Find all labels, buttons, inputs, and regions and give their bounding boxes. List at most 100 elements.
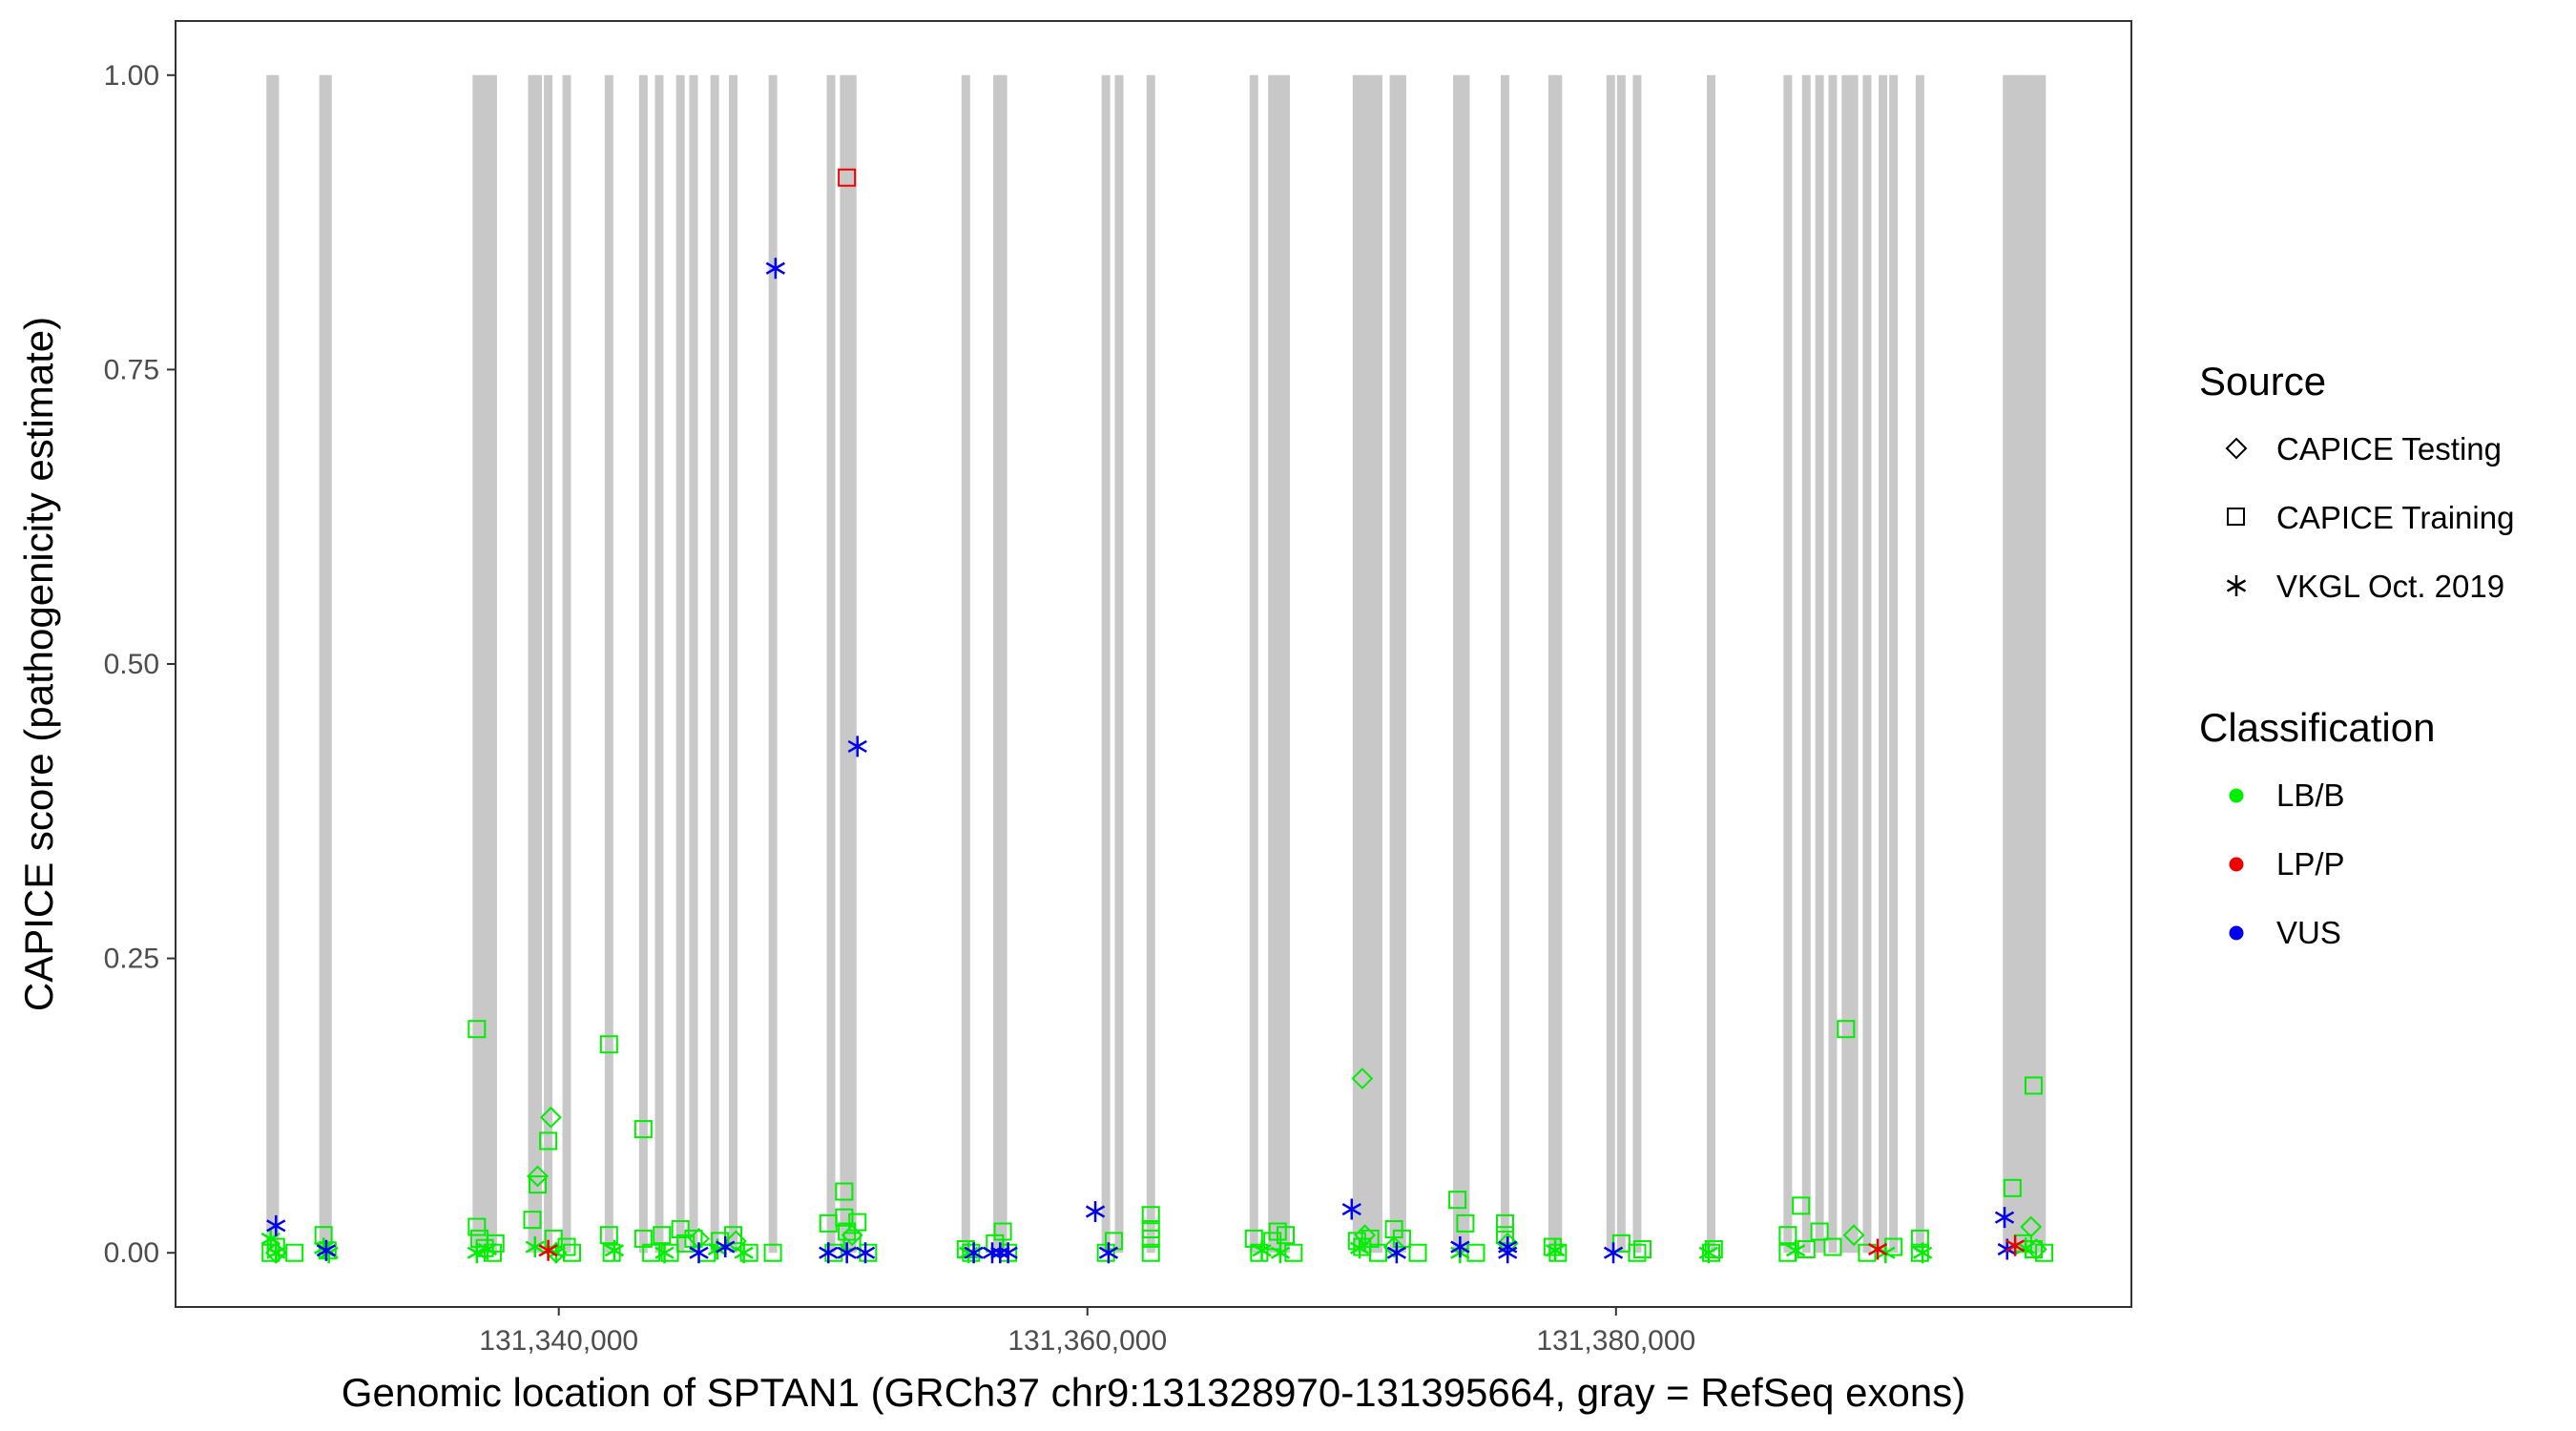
data-point-asterisk xyxy=(1698,1242,1718,1264)
data-point-asterisk xyxy=(689,1242,709,1264)
data-point-square xyxy=(1837,1020,1856,1039)
points-layer xyxy=(260,168,2054,1264)
data-point-asterisk xyxy=(765,258,785,280)
y-tick-label: 0.00 xyxy=(104,1237,159,1269)
data-point-square xyxy=(1778,1226,1797,1245)
y-axis: 0.00 0.25 0.50 0.75 1.00 xyxy=(104,60,176,1269)
data-point-square xyxy=(1408,1243,1427,1262)
data-point-square xyxy=(642,1243,661,1262)
legend-label-lbb: LB/B xyxy=(2276,778,2345,813)
data-point-square xyxy=(467,1217,487,1236)
data-point-asterisk xyxy=(1786,1239,1806,1261)
legend-key-square xyxy=(2227,508,2245,526)
y-tick-label: 0.75 xyxy=(104,354,159,385)
data-point-square xyxy=(1368,1243,1387,1262)
data-point-square xyxy=(824,1243,843,1262)
legend-source-title: Source xyxy=(2199,359,2326,404)
x-axis-title: Genomic location of SPTAN1 (GRCh37 chr9:… xyxy=(342,1370,1965,1415)
data-point-asterisk xyxy=(2016,1237,2036,1259)
data-point-asterisk xyxy=(734,1242,754,1264)
data-point-square xyxy=(523,1211,542,1230)
data-point-asterisk xyxy=(654,1242,675,1264)
data-point-square xyxy=(1633,1240,1652,1259)
data-point-asterisk xyxy=(819,1242,839,1264)
data-point-square xyxy=(1495,1226,1514,1245)
data-point-square xyxy=(563,1243,582,1262)
data-point-asterisk xyxy=(266,1214,286,1236)
data-point-square xyxy=(1466,1243,1485,1262)
data-point-diamond xyxy=(1351,1068,1374,1089)
legend-source: Source CAPICE Testing CAPICE Training VK… xyxy=(2199,359,2514,604)
data-point-asterisk xyxy=(1498,1242,1518,1264)
legend-classification-title: Classification xyxy=(2199,705,2435,750)
data-point-asterisk xyxy=(1085,1201,1106,1223)
data-point-square xyxy=(739,1243,758,1262)
data-point-square xyxy=(859,1243,878,1262)
data-point-square xyxy=(1495,1213,1514,1233)
data-point-square xyxy=(684,1229,703,1248)
data-point-square xyxy=(1141,1206,1160,1225)
data-point-asterisk xyxy=(716,1236,736,1258)
legend-key-asterisk xyxy=(2226,575,2247,596)
data-point-square xyxy=(539,1131,558,1151)
data-point-square xyxy=(653,1226,672,1245)
data-point-asterisk xyxy=(467,1242,487,1264)
data-point-asterisk xyxy=(998,1242,1018,1264)
data-point-asterisk xyxy=(990,1242,1010,1264)
legend-item-lpp: LP/P xyxy=(2229,846,2345,881)
data-point-square xyxy=(2035,1243,2054,1262)
data-point-square xyxy=(660,1243,679,1262)
data-point-asterisk xyxy=(1252,1239,1272,1261)
data-point-asterisk xyxy=(1270,1242,1291,1264)
legend-classification: Classification LB/B LP/P VUS xyxy=(2199,705,2435,950)
data-point-square xyxy=(838,168,857,187)
data-point-diamond xyxy=(539,1106,562,1129)
x-tick-label: 131,360,000 xyxy=(1008,1325,1167,1357)
legend-key-vus xyxy=(2229,925,2244,941)
data-point-asterisk xyxy=(1913,1242,1933,1264)
data-point-square xyxy=(1456,1213,1475,1233)
x-tick-label: 131,380,000 xyxy=(1536,1325,1695,1357)
x-tick-label: 131,340,000 xyxy=(479,1325,638,1357)
data-point-diamond xyxy=(724,1230,747,1253)
y-tick-label: 1.00 xyxy=(104,60,159,92)
legend-key-lbb xyxy=(2229,788,2244,803)
data-point-square xyxy=(599,1226,618,1245)
y-tick-label: 0.50 xyxy=(104,649,159,680)
data-point-diamond xyxy=(1382,1235,1405,1258)
legend-item-capice-training: CAPICE Training xyxy=(2227,500,2514,535)
data-point-square xyxy=(1823,1237,1842,1256)
legend-label-lpp: LP/P xyxy=(2276,846,2345,881)
data-point-square xyxy=(2003,1178,2022,1197)
data-point-square xyxy=(1448,1191,1467,1210)
data-point-square xyxy=(835,1182,854,1201)
data-point-square xyxy=(1284,1243,1303,1262)
data-point-asterisk xyxy=(964,1242,984,1264)
data-point-square xyxy=(1141,1220,1160,1239)
legend-item-vus: VUS xyxy=(2229,915,2341,950)
data-point-square xyxy=(1910,1229,1929,1248)
legend-item-vkgl: VKGL Oct. 2019 xyxy=(2226,569,2504,604)
data-point-asterisk xyxy=(1341,1198,1361,1220)
data-point-square xyxy=(599,1035,618,1054)
data-point-square xyxy=(1792,1196,1811,1215)
data-point-diamond xyxy=(527,1165,549,1188)
data-point-square xyxy=(1910,1243,1929,1262)
data-point-square xyxy=(634,1120,653,1139)
data-point-square xyxy=(1277,1226,1296,1245)
data-point-asterisk xyxy=(847,736,867,757)
data-point-diamond xyxy=(841,1224,863,1247)
data-point-asterisk xyxy=(1386,1242,1406,1264)
data-point-diamond xyxy=(1842,1224,1865,1247)
data-point-square xyxy=(1141,1229,1160,1248)
data-point-square xyxy=(1702,1243,1721,1262)
data-point-asterisk xyxy=(837,1242,857,1264)
data-point-asterisk xyxy=(266,1242,286,1264)
legend-label-vus: VUS xyxy=(2276,915,2341,950)
data-point-square xyxy=(1628,1243,1647,1262)
data-point-square xyxy=(1810,1222,1829,1241)
data-point-asterisk xyxy=(477,1238,498,1260)
data-point-square xyxy=(529,1175,548,1194)
y-axis-title: CAPICE score (pathogenicity estimate) xyxy=(16,317,61,1011)
